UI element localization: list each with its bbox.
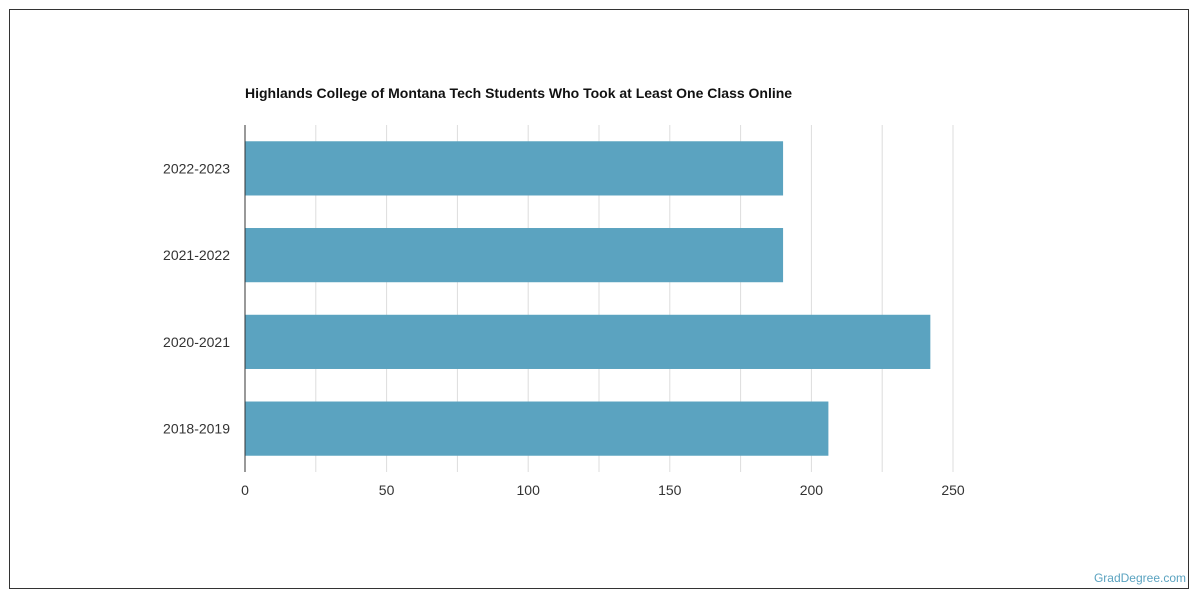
- bar-2021-2022: [245, 228, 784, 283]
- bar-layer: [245, 141, 931, 456]
- category-label: 2022-2023: [163, 160, 230, 176]
- bar-2020-2021: [245, 314, 931, 369]
- bar-2018-2019: [245, 401, 829, 456]
- x-tick-label: 200: [800, 482, 824, 498]
- bar-2022-2023: [245, 141, 784, 196]
- category-label: 2021-2022: [163, 247, 230, 263]
- x-tick-label: 0: [241, 482, 249, 498]
- x-tick-label: 50: [379, 482, 395, 498]
- x-tick-label: 100: [517, 482, 541, 498]
- category-label: 2018-2019: [163, 421, 230, 437]
- category-label: 2020-2021: [163, 334, 230, 350]
- x-tick-label: 150: [658, 482, 682, 498]
- source-credit-link[interactable]: GradDegree.com: [1093, 571, 1186, 585]
- chart-title: Highlands College of Montana Tech Studen…: [245, 85, 793, 101]
- x-tick-label: 250: [941, 482, 965, 498]
- axis-layer: 2022-2023 2021-2022 2020-2021 2018-2019 0 50 1…: [163, 125, 965, 498]
